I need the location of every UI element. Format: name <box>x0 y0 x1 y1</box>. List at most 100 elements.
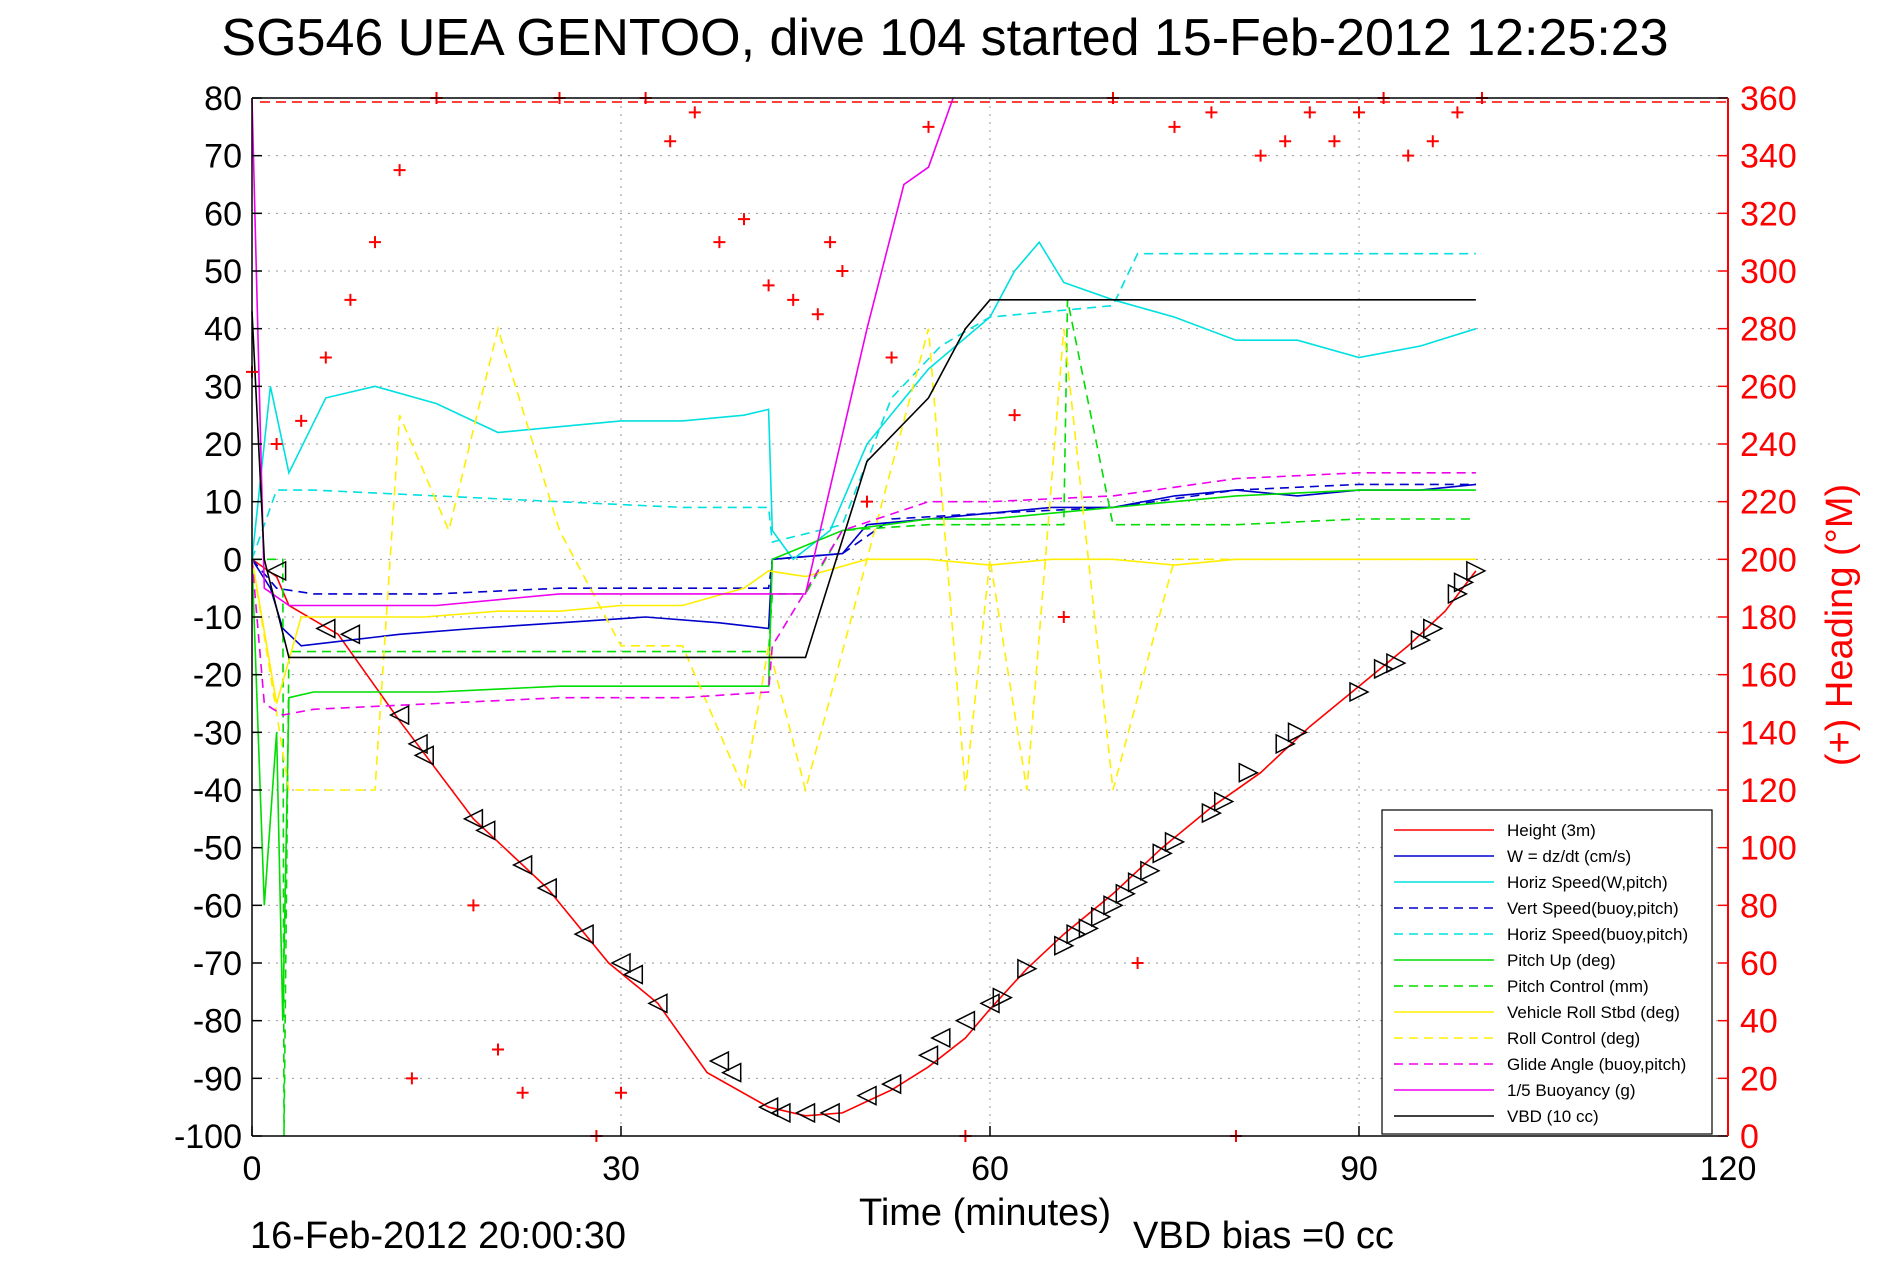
series-horiz-speed-w-pitch <box>251 240 1477 561</box>
series-depth-markers <box>265 560 1487 1124</box>
depth-marker <box>315 618 336 639</box>
heading-point <box>885 351 898 364</box>
depth-marker <box>992 987 1013 1008</box>
depth-marker <box>917 1045 939 1066</box>
legend-entry: VBD (10 cc) <box>1507 1107 1599 1126</box>
y-tick-label: -30 <box>193 714 242 752</box>
y2-tick-label: 200 <box>1740 541 1797 579</box>
series-w-dz-dt-cm-s <box>251 483 1476 647</box>
y-tick-label: -20 <box>193 657 242 695</box>
series-pitch-control-mm <box>252 299 1476 1137</box>
heading-point <box>1328 135 1341 148</box>
y2-tick-label: 260 <box>1740 368 1797 406</box>
heading-point <box>344 293 357 306</box>
heading-point <box>1008 409 1021 422</box>
line-pitch-up-deg <box>251 489 1476 1021</box>
depth-marker <box>1453 572 1475 593</box>
y-tick-label: 60 <box>204 195 242 233</box>
heading-point <box>1353 106 1365 119</box>
heading-point <box>836 265 849 277</box>
depth-marker <box>1152 843 1173 864</box>
line-roll-control-deg <box>251 325 1476 794</box>
heading-point <box>787 293 800 306</box>
depth-marker <box>1349 681 1370 703</box>
depth-marker <box>407 733 428 755</box>
series-1-5-buoyancy-g <box>251 97 954 607</box>
depth-marker <box>708 1050 730 1072</box>
heading-point <box>270 438 283 450</box>
legend-entry: 1/5 Buoyancy (g) <box>1507 1081 1636 1100</box>
depth-marker <box>930 1027 951 1049</box>
depth-marker <box>757 1096 779 1118</box>
heading-point <box>762 279 775 292</box>
depth-marker <box>1373 658 1395 680</box>
legend-entry: Glide Angle (buoy,pitch) <box>1507 1055 1686 1074</box>
depth-marker <box>1423 618 1444 639</box>
legend-entry: Horiz Speed(W,pitch) <box>1507 873 1668 892</box>
heading-point <box>516 1086 529 1099</box>
depth-marker <box>954 1010 976 1031</box>
legend-entry: W = dz/dt (cm/s) <box>1507 847 1631 866</box>
heading-point <box>1279 135 1292 148</box>
y2-tick-label: 280 <box>1740 311 1797 349</box>
y2-tick-label: 140 <box>1740 714 1797 752</box>
heading-point <box>1426 135 1439 148</box>
heading-point <box>922 120 935 133</box>
depth-marker <box>819 1102 840 1124</box>
depth-marker <box>1090 906 1112 928</box>
line-pitch-control-mm <box>252 299 1476 1137</box>
chart-title: SG546 UEA GENTOO, dive 104 started 15-Fe… <box>221 9 1668 67</box>
line-horiz-speed-w-pitch <box>251 240 1477 561</box>
heading-point <box>824 236 837 249</box>
y-tick-label: 10 <box>204 484 242 522</box>
y2-tick-label: 320 <box>1740 195 1797 233</box>
heading-point <box>1057 611 1070 623</box>
y-tick-label: -10 <box>193 599 242 637</box>
depth-marker <box>1078 918 1100 939</box>
legend-entry: Horiz Speed(buoy,pitch) <box>1507 925 1688 944</box>
depth-marker <box>622 964 644 985</box>
series-roll-control-deg <box>251 325 1476 794</box>
depth-marker <box>388 704 410 726</box>
y2-tick-label: 40 <box>1740 1003 1778 1041</box>
y2-tick-label: 20 <box>1740 1060 1778 1098</box>
series-heading <box>246 92 1488 1142</box>
y-tick-label: -40 <box>193 772 242 810</box>
series-vbd-10-cc <box>251 298 1476 659</box>
heading-point <box>1303 106 1316 119</box>
y2-tick-label: 60 <box>1740 945 1778 983</box>
depth-marker <box>880 1073 902 1095</box>
depth-marker <box>1410 629 1432 651</box>
heading-point <box>1254 149 1267 162</box>
heading-point <box>861 495 873 508</box>
series-glide-angle-buoy-pitch <box>251 471 1476 716</box>
grid <box>252 98 1728 1136</box>
heading-point <box>319 351 332 364</box>
heading-point <box>615 1086 627 1099</box>
y-tick-label: 50 <box>204 253 242 291</box>
y-tick-label: 0 <box>223 541 242 579</box>
depth-marker <box>794 1102 816 1124</box>
heading-point <box>713 236 726 249</box>
heading-point <box>1402 149 1415 162</box>
depth-marker <box>1275 733 1296 755</box>
heading-point <box>738 213 750 226</box>
depth-marker <box>265 560 287 582</box>
y-tick-label: -50 <box>193 830 242 868</box>
legend-box <box>1381 809 1713 1135</box>
depth-marker <box>462 808 484 830</box>
depth-marker <box>1213 791 1235 812</box>
y2-tick-label: 80 <box>1740 887 1778 925</box>
depth-marker <box>856 1085 877 1106</box>
depth-marker <box>1017 958 1038 979</box>
heading-point <box>405 1072 418 1085</box>
legend-entry: Vehicle Roll Stbd (deg) <box>1507 1003 1680 1022</box>
depth-marker <box>1238 762 1259 783</box>
depth-marker <box>1201 802 1223 824</box>
heading-point <box>467 899 480 912</box>
legend-entry: Height (3m) <box>1507 821 1596 840</box>
x-tick-label: 90 <box>1340 1150 1378 1188</box>
y-tick-label: 30 <box>204 368 242 406</box>
y2-tick-label: 360 <box>1740 80 1797 118</box>
